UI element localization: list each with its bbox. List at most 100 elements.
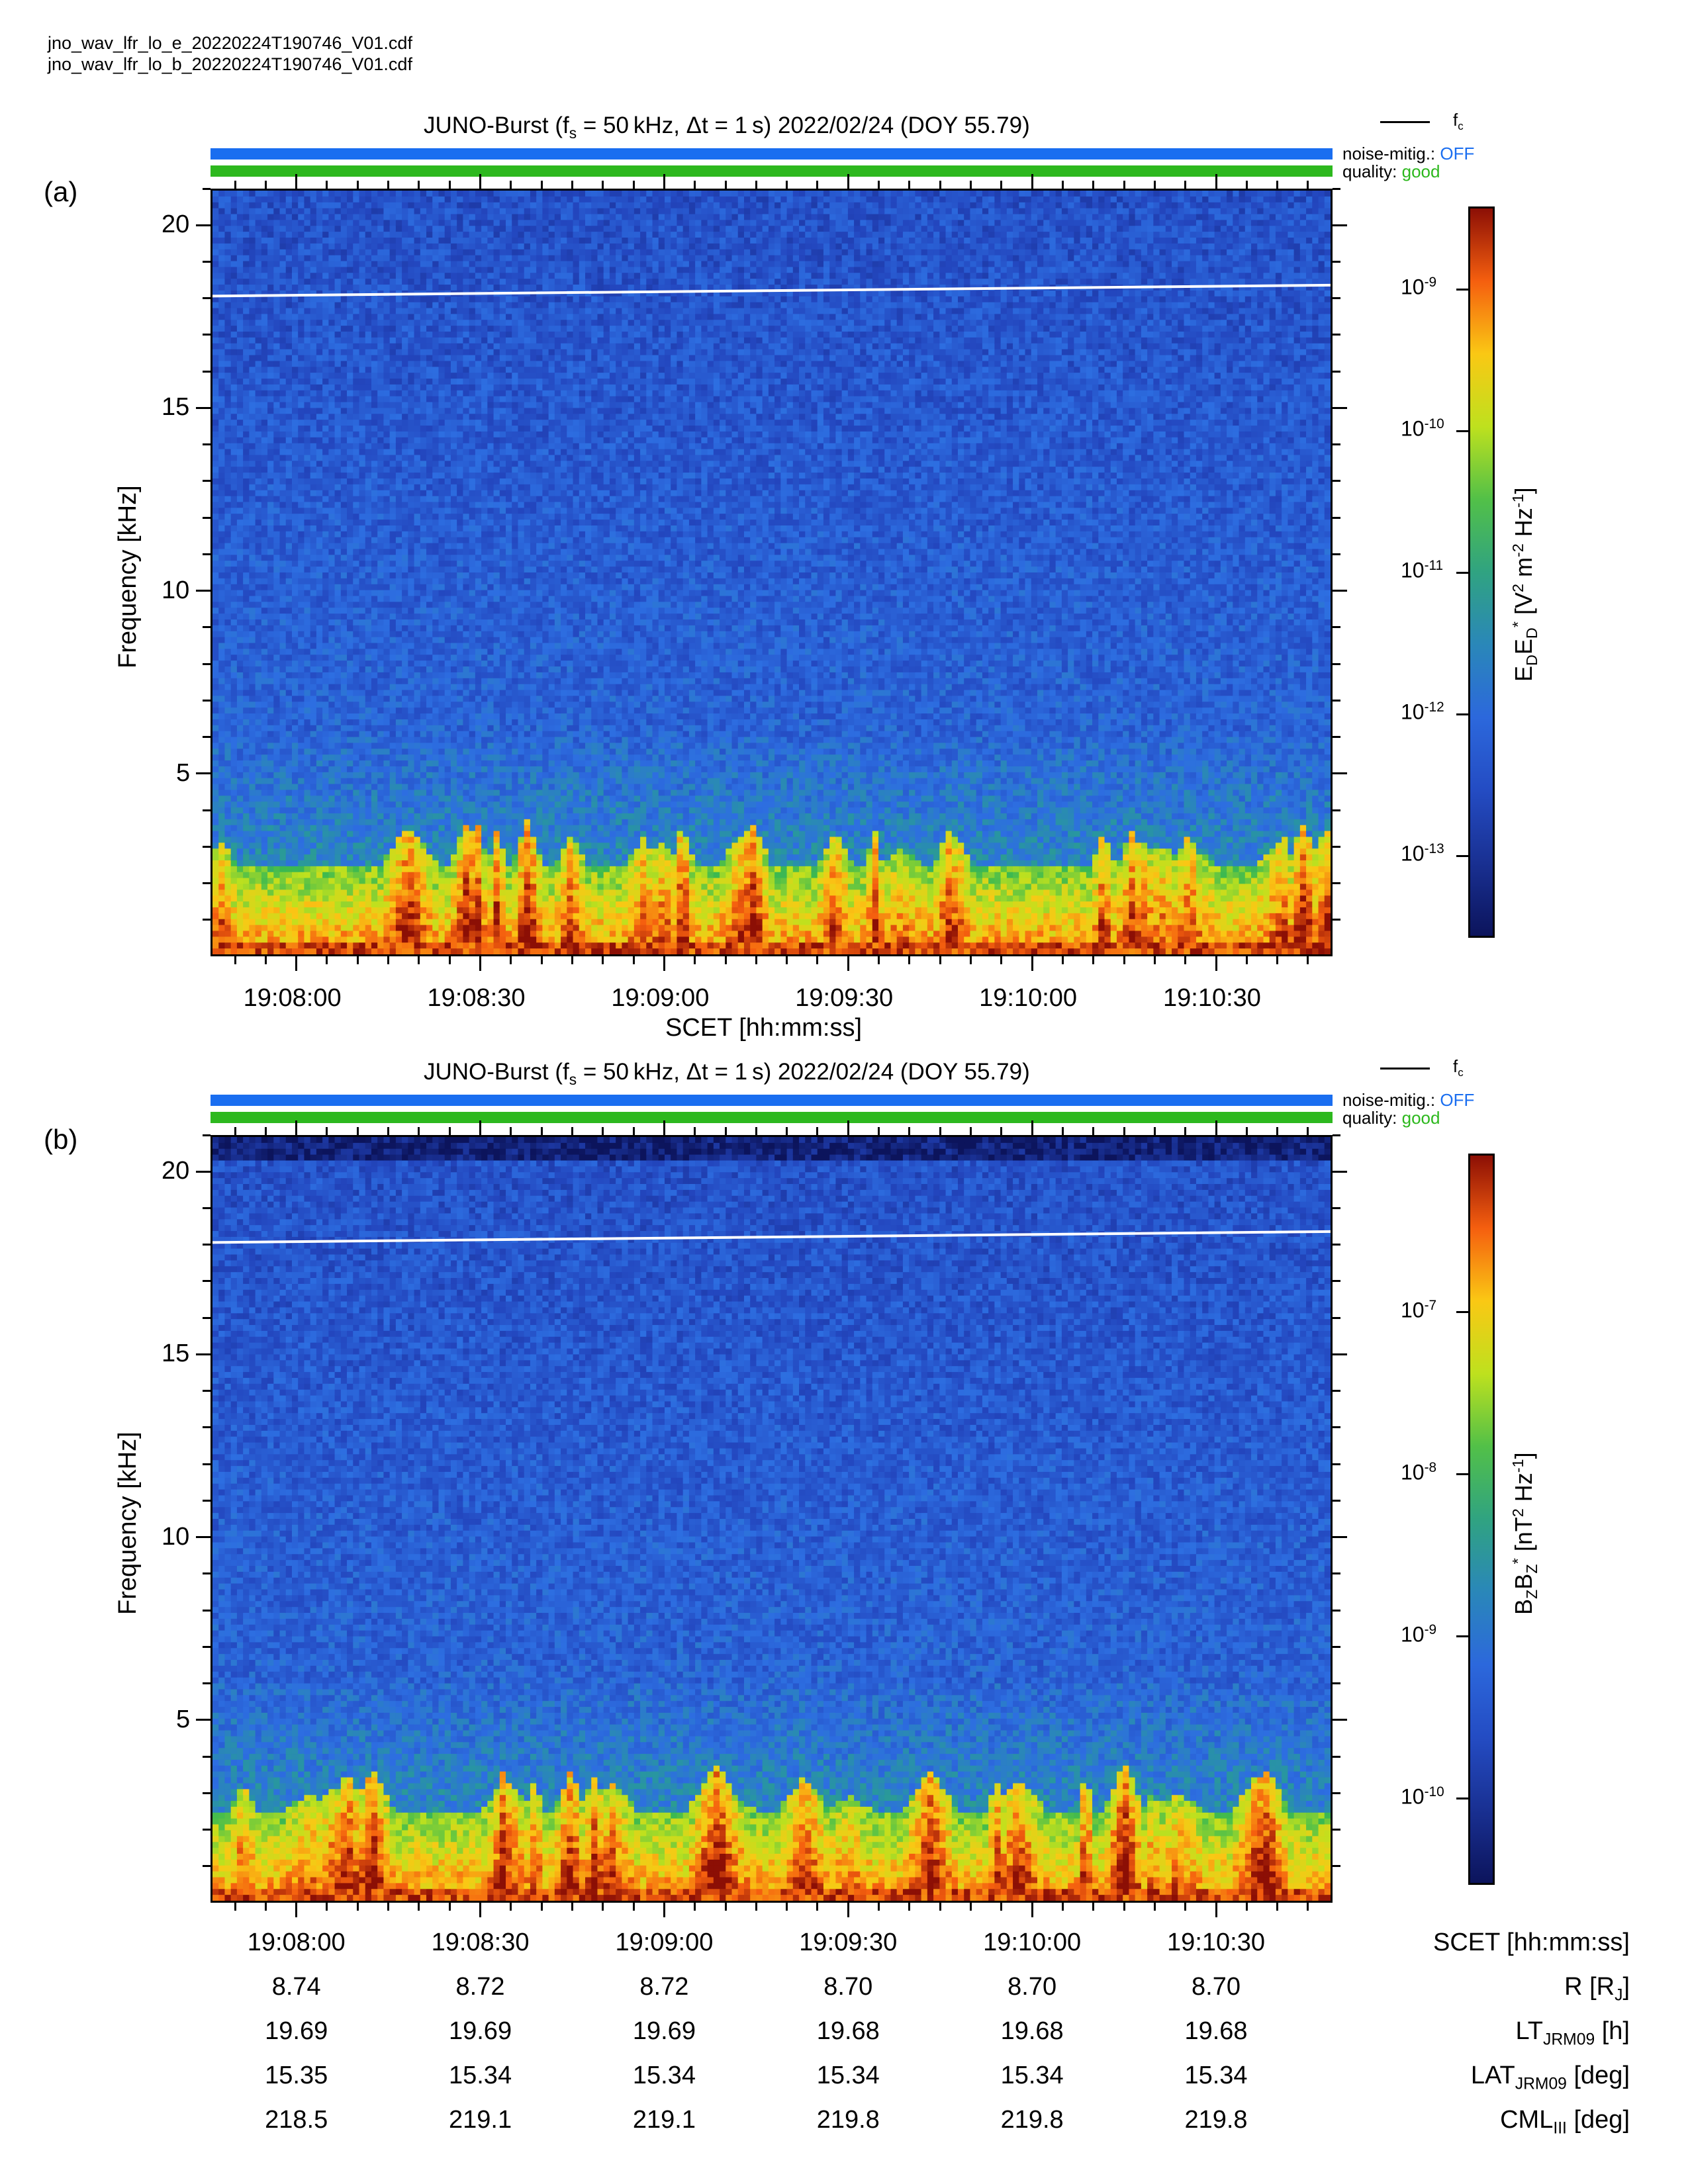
x-tick — [1062, 1127, 1064, 1135]
y-tick — [203, 809, 211, 811]
x-tick — [1062, 1903, 1064, 1911]
panel-a-label: (a) — [44, 176, 77, 208]
x-tick — [1246, 956, 1248, 964]
x-tick — [786, 1127, 788, 1135]
colorbar-tick-label: 10-8 — [1401, 1460, 1436, 1485]
x-tick — [970, 1127, 972, 1135]
colorbar-tick — [1456, 1473, 1468, 1475]
x-tick — [1215, 1120, 1217, 1135]
y-tick — [1333, 1500, 1340, 1502]
y-tick — [203, 1500, 211, 1502]
x-tick — [847, 1120, 849, 1135]
quality-label-b: quality: good — [1342, 1108, 1440, 1128]
ephemeris-value: 219.8 — [1150, 2106, 1282, 2134]
y-tick — [203, 1646, 211, 1648]
fc-legend-label-b: fc — [1453, 1056, 1464, 1079]
y-tick — [1333, 334, 1340, 336]
colorbar-tick-label: 10-9 — [1401, 275, 1436, 300]
y-tick-label: 15 — [162, 393, 189, 422]
y-tick — [1333, 1536, 1347, 1538]
x-tick — [694, 956, 696, 964]
y-tick — [1333, 188, 1340, 190]
x-tick-label: 19:08:30 — [428, 984, 526, 1013]
spectrogram-a — [211, 189, 1333, 956]
x-tick — [541, 181, 543, 189]
y-tick — [203, 1572, 211, 1574]
y-tick — [1333, 1829, 1340, 1831]
x-tick — [908, 956, 910, 964]
colorbar-tick-label: 10-12 — [1401, 700, 1444, 725]
x-tick — [234, 181, 236, 189]
x-tick — [265, 1903, 267, 1911]
ephemeris-value: 19:10:30 — [1150, 1929, 1282, 1957]
x-tick — [479, 1120, 481, 1135]
x-tick — [725, 1903, 727, 1911]
x-tick — [326, 1127, 328, 1135]
colorbar-tick-label: 10-11 — [1401, 558, 1443, 583]
x-tick — [295, 1903, 297, 1917]
y-tick — [196, 1719, 211, 1721]
x-tick — [326, 181, 328, 189]
y-tick — [1333, 443, 1340, 445]
ephemeris-row-name: LATJRM09 [deg] — [1471, 2062, 1630, 2094]
y-tick — [1333, 297, 1340, 299]
y-tick — [203, 1207, 211, 1209]
y-tick — [1333, 626, 1340, 628]
y-tick — [1333, 553, 1340, 555]
y-tick — [203, 1426, 211, 1428]
ephemeris-value: 219.8 — [782, 2106, 914, 2134]
noise-mitig-bar-a — [211, 148, 1333, 159]
file-name-e: jno_wav_lfr_lo_e_20220224T190746_V01.cdf — [48, 33, 412, 53]
colorbar-b — [1468, 1154, 1495, 1885]
x-tick — [1246, 181, 1248, 189]
ephemeris-row-name: R [RJ] — [1564, 1973, 1630, 2005]
colorbar-tick — [1456, 1635, 1468, 1637]
y-tick — [203, 1317, 211, 1319]
y-tick — [1333, 1207, 1340, 1209]
x-tick — [234, 1127, 236, 1135]
x-tick — [295, 956, 297, 971]
colorbar-tick — [1456, 1311, 1468, 1313]
ephemeris-value: 19:10:00 — [966, 1929, 1098, 1957]
y-tick — [1333, 1171, 1347, 1173]
ephemeris-value: 19:08:00 — [230, 1929, 363, 1957]
x-tick — [1215, 1903, 1217, 1917]
ephemeris-value: 15.34 — [782, 2062, 914, 2090]
x-tick — [663, 956, 665, 971]
x-tick — [357, 1903, 359, 1911]
x-tick — [908, 1903, 910, 1911]
noise-mitig-bar-b — [211, 1095, 1333, 1106]
y-tick — [203, 736, 211, 738]
y-tick — [203, 882, 211, 884]
x-tick — [295, 1120, 297, 1135]
x-tick — [1031, 1903, 1033, 1917]
ephemeris-value: 19:09:00 — [598, 1929, 730, 1957]
x-tick — [479, 1903, 481, 1917]
x-tick — [847, 956, 849, 971]
y-tick — [203, 443, 211, 445]
y-tick — [196, 224, 211, 226]
x-tick — [1307, 1903, 1309, 1911]
x-tick — [1154, 1903, 1156, 1911]
x-tick — [449, 181, 451, 189]
ephemeris-value: 19:08:30 — [414, 1929, 547, 1957]
x-tick — [1307, 956, 1309, 964]
x-tick — [1246, 1903, 1248, 1911]
ephemeris-row-name: CMLIII [deg] — [1500, 2106, 1630, 2138]
x-tick — [786, 181, 788, 189]
x-tick — [663, 1903, 665, 1917]
x-tick — [1000, 956, 1002, 964]
colorbar-label-b: BZBZ* [nT2 Hz-1] — [1509, 1452, 1541, 1615]
y-tick-label: 10 — [162, 1523, 189, 1551]
x-tick — [755, 1127, 757, 1135]
y-tick — [203, 1682, 211, 1684]
quality-bar-b — [211, 1112, 1333, 1123]
x-tick — [847, 1903, 849, 1917]
ephemeris-value: 8.70 — [782, 1973, 914, 2001]
x-tick — [1246, 1127, 1248, 1135]
x-tick — [1092, 956, 1094, 964]
y-tick — [1333, 517, 1340, 519]
spectrogram-b — [211, 1135, 1333, 1903]
x-tick — [449, 1903, 451, 1911]
x-tick — [1092, 1127, 1094, 1135]
